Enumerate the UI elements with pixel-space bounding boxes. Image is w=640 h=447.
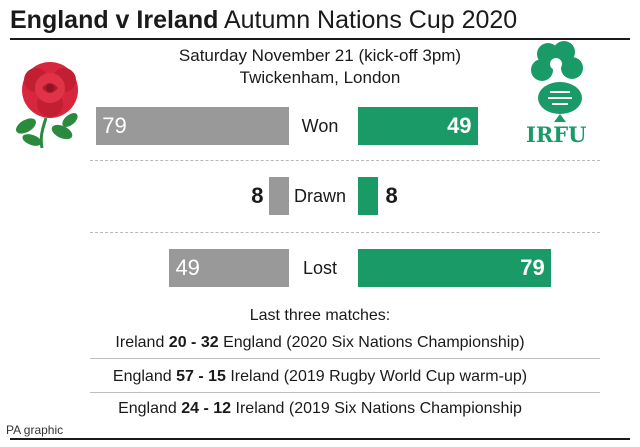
ireland-bar <box>358 177 378 215</box>
ireland-bar <box>358 249 551 287</box>
match-score: 57 - 15 <box>176 368 226 385</box>
last-matches-heading: Last three matches: <box>249 307 391 324</box>
irfu-shamrock-icon <box>531 41 583 122</box>
category-label: Won <box>301 116 339 136</box>
bottom-rule <box>10 438 630 440</box>
england-value: 79 <box>102 113 127 138</box>
match-row: England 24 - 12 Ireland (2019 Six Nation… <box>60 399 580 419</box>
england-value: 49 <box>175 255 200 280</box>
england-value: 8 <box>251 183 264 208</box>
england-bar <box>269 177 289 215</box>
match-away: Ireland <box>235 400 285 417</box>
match-home: Ireland <box>115 334 165 351</box>
england-bar <box>96 107 289 145</box>
subtitle-venue: Twickenham, London <box>239 68 401 87</box>
title-regular: Autumn Nations Cup 2020 <box>223 6 518 34</box>
match-score: 24 - 12 <box>181 400 232 417</box>
match-separator <box>90 392 600 393</box>
ireland-bar <box>358 107 478 145</box>
ireland-value: 8 <box>385 183 398 208</box>
irfu-text: IRFU <box>526 122 587 147</box>
row-separator <box>90 232 600 233</box>
england-rose-icon <box>16 62 78 149</box>
row-separator <box>90 160 600 161</box>
ireland-value: 79 <box>520 255 545 280</box>
match-note: (2020 Six Nations Championship) <box>286 334 525 351</box>
match-separator <box>90 358 600 359</box>
match-away: Ireland <box>230 368 280 385</box>
subtitle-date: Saturday November 21 (kick-off 3pm) <box>178 46 462 65</box>
match-home: England <box>112 368 172 385</box>
match-row: Ireland 20 - 32 England (2020 Six Nation… <box>60 333 580 353</box>
top-rule <box>10 38 630 40</box>
category-label: Drawn <box>293 186 346 206</box>
match-home: England <box>118 400 177 417</box>
ireland-value: 49 <box>447 113 472 138</box>
england-bar <box>169 249 289 287</box>
match-away: England <box>223 334 282 351</box>
credit: PA graphic <box>6 423 64 437</box>
match-score: 20 - 32 <box>168 334 219 351</box>
match-note: (2019 Rugby World Cup warm-up) <box>283 368 528 385</box>
chart-title: England v Ireland Autumn Nations Cup 202… <box>10 4 517 36</box>
title-bold: England v Ireland <box>10 6 219 34</box>
match-row: England 57 - 15 Ireland (2019 Rugby Worl… <box>60 367 580 387</box>
match-note: (2019 Six Nations Championship <box>288 400 522 417</box>
category-label: Lost <box>302 258 338 278</box>
